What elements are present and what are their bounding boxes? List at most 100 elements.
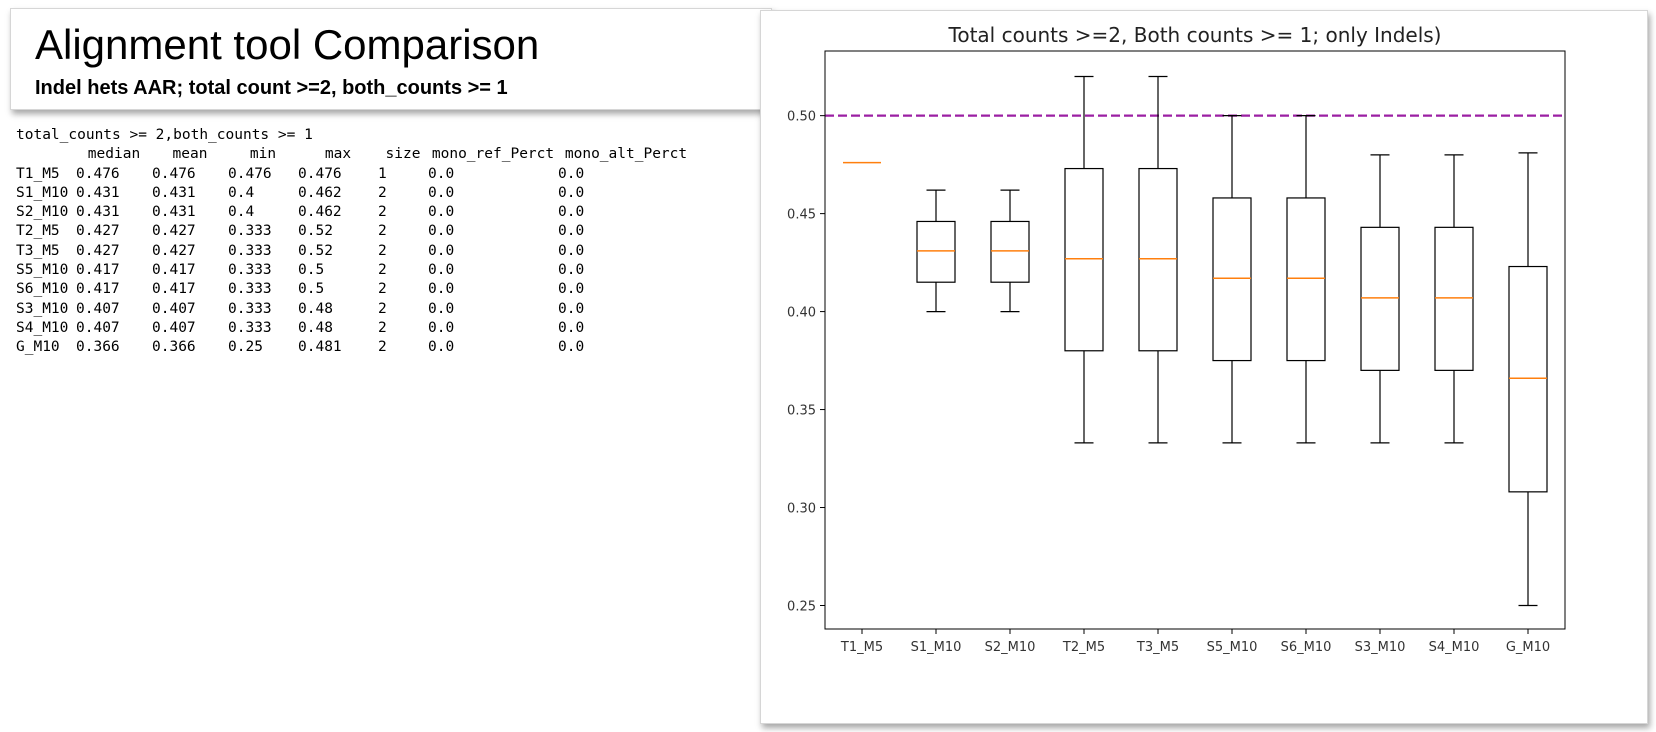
stats-header-cell: mean [172, 146, 208, 163]
table-cell: 0.0 [428, 281, 455, 298]
row-label: S5_M10 [16, 262, 69, 279]
table-row: T3_M5 0.427 0.427 0.333 0.52 2 0.0 0.0 [16, 242, 694, 261]
table-cell: 0.417 [152, 262, 196, 279]
x-tick-label: G_M10 [1506, 640, 1550, 655]
x-tick-label: T1_M5 [840, 640, 883, 655]
table-cell: 2 [378, 184, 387, 201]
row-label: S4_M10 [16, 319, 69, 336]
table-cell: 0.366 [76, 339, 120, 356]
table-cell: 2 [378, 204, 387, 221]
table-cell: 0.431 [152, 204, 196, 221]
table-cell: 0.407 [152, 319, 196, 336]
row-label: S3_M10 [16, 300, 69, 317]
table-cell: 2 [378, 300, 387, 317]
x-tick-label: T2_M5 [1062, 640, 1105, 655]
table-cell: 0.476 [228, 165, 272, 182]
table-cell: 0.0 [558, 184, 585, 201]
y-tick-label: 0.40 [787, 306, 816, 321]
row-label: T2_M5 [16, 223, 60, 240]
table-cell: 0.0 [428, 300, 455, 317]
table-cell: 0.25 [228, 339, 263, 356]
stats-header-cell: mono_alt_Perct [564, 146, 688, 163]
table-row: S1_M10 0.431 0.431 0.4 0.462 2 0.0 0.0 [16, 184, 694, 203]
table-cell: 0.407 [76, 300, 120, 317]
box [1360, 226, 1400, 371]
table-cell: 0.0 [428, 184, 455, 201]
table-cell: 2 [378, 262, 387, 279]
table-cell: 0.333 [228, 262, 272, 279]
table-cell: 1 [378, 165, 387, 182]
table-cell: 0.0 [558, 339, 585, 356]
table-row: S6_M10 0.417 0.417 0.333 0.5 2 0.0 0.0 [16, 280, 694, 299]
table-cell: 0.0 [558, 319, 585, 336]
box [916, 220, 956, 283]
table-row: S2_M10 0.431 0.431 0.4 0.462 2 0.0 0.0 [16, 203, 694, 222]
table-cell: 0.333 [228, 281, 272, 298]
row-label: T3_M5 [16, 242, 60, 259]
row-label: S6_M10 [16, 281, 69, 298]
y-tick-label: 0.45 [787, 208, 816, 223]
table-cell: 0.462 [298, 184, 342, 201]
table-cell: 2 [378, 223, 387, 240]
y-tick-label: 0.30 [787, 502, 816, 517]
stats-table: median mean min max size mono_ref_Perct … [16, 145, 694, 357]
table-cell: 0.5 [298, 281, 325, 298]
row-label: S1_M10 [16, 184, 69, 201]
table-cell: 2 [378, 319, 387, 336]
table-cell: 0.0 [428, 204, 455, 221]
slide-subtitle: Indel hets AAR; total count >=2, both_co… [35, 77, 508, 99]
table-cell: 0.431 [76, 204, 120, 221]
table-cell: 0.52 [298, 242, 333, 259]
slide-title: Alignment tool Comparison [35, 21, 540, 68]
y-tick-label: 0.35 [787, 404, 816, 419]
x-tick-label: S2_M10 [985, 640, 1036, 655]
y-tick-label: 0.50 [787, 110, 816, 125]
table-row: T1_M5 0.476 0.476 0.476 0.476 1 0.0 0.0 [16, 165, 694, 184]
table-cell: 0.4 [228, 204, 255, 221]
stats-header-row: median mean min max size mono_ref_Perct … [16, 145, 694, 164]
table-cell: 0.0 [558, 242, 585, 259]
table-cell: 0.366 [152, 339, 196, 356]
row-label: G_M10 [16, 339, 60, 356]
chart-title: Total counts >=2, Both counts >= 1; only… [948, 23, 1442, 47]
box [990, 220, 1030, 283]
table-row: S3_M10 0.407 0.407 0.333 0.48 2 0.0 0.0 [16, 300, 694, 319]
table-cell: 0.333 [228, 300, 272, 317]
plot-frame [824, 50, 1566, 630]
table-row: G_M10 0.366 0.366 0.25 0.481 2 0.0 0.0 [16, 338, 694, 357]
table-cell: 0.0 [428, 165, 455, 182]
table-cell: 0.333 [228, 223, 272, 240]
table-cell: 0.476 [298, 165, 342, 182]
table-cell: 0.0 [428, 319, 455, 336]
stats-output: total_counts >= 2,both_counts >= 1 media… [16, 126, 694, 358]
table-cell: 0.476 [76, 165, 120, 182]
box [1064, 167, 1104, 352]
stats-header-cell: max [324, 146, 352, 163]
x-tick-label: S6_M10 [1281, 640, 1332, 655]
table-row: S4_M10 0.407 0.407 0.333 0.48 2 0.0 0.0 [16, 319, 694, 338]
table-cell: 0.417 [152, 281, 196, 298]
table-cell: 2 [378, 281, 387, 298]
table-cell: 0.481 [298, 339, 342, 356]
table-cell: 0.407 [76, 319, 120, 336]
stats-header-cell: median [87, 146, 141, 163]
x-tick-label: S4_M10 [1429, 640, 1480, 655]
chart-card: Total counts >=2, Both counts >= 1; only… [760, 10, 1648, 724]
table-cell: 2 [378, 339, 387, 356]
box-plot: Total counts >=2, Both counts >= 1; only… [787, 23, 1566, 655]
title-card: Alignment tool Comparison Indel hets AAR… [10, 8, 772, 110]
table-cell: 0.333 [228, 242, 272, 259]
stats-body: T1_M5 0.476 0.476 0.476 0.476 1 0.0 0.0 S1_M10 0.… [16, 165, 694, 358]
x-tick-label: T3_M5 [1136, 640, 1179, 655]
stats-header-cell: min [249, 146, 277, 163]
table-cell: 2 [378, 242, 387, 259]
stats-header-cell: mono_ref_Perct [431, 146, 555, 163]
table-cell: 0.0 [558, 204, 585, 221]
box [1434, 226, 1474, 371]
box [1212, 197, 1252, 362]
table-cell: 0.0 [558, 262, 585, 279]
x-tick-label: S3_M10 [1355, 640, 1406, 655]
row-label: S2_M10 [16, 204, 69, 221]
box [1138, 167, 1178, 352]
table-cell: 0.0 [428, 223, 455, 240]
